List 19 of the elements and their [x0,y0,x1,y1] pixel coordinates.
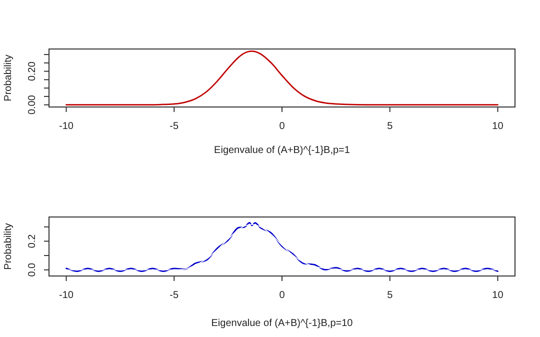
x-axis-title: Eigenvalue of (A+B)^{-1}B,p=10 [211,318,354,329]
x-tick-label: -10 [59,121,74,132]
x-tick-label: -5 [170,121,180,132]
line-series [66,50,498,106]
x-tick-label: -10 [59,290,74,301]
x-tick-label: 5 [387,121,394,132]
y-tick-label: 0.20 [27,61,38,82]
x-tick-label: 10 [492,121,504,132]
y-axis-title: Probability [3,223,14,270]
x-tick-label: -5 [170,290,180,301]
y-tick-label: 0.2 [27,234,38,248]
x-tick-label: 5 [387,290,394,301]
y-tick-label: 0.0 [27,262,38,277]
x-tick-label: 10 [492,290,504,301]
y-axis-title: Probability [3,54,14,102]
y-tick-label: 0.00 [27,94,38,115]
x-tick-label: 0 [279,290,286,301]
x-tick-label: 0 [279,121,286,132]
x-axis-title: Eigenvalue of (A+B)^{-1}B,p=1 [214,145,350,156]
